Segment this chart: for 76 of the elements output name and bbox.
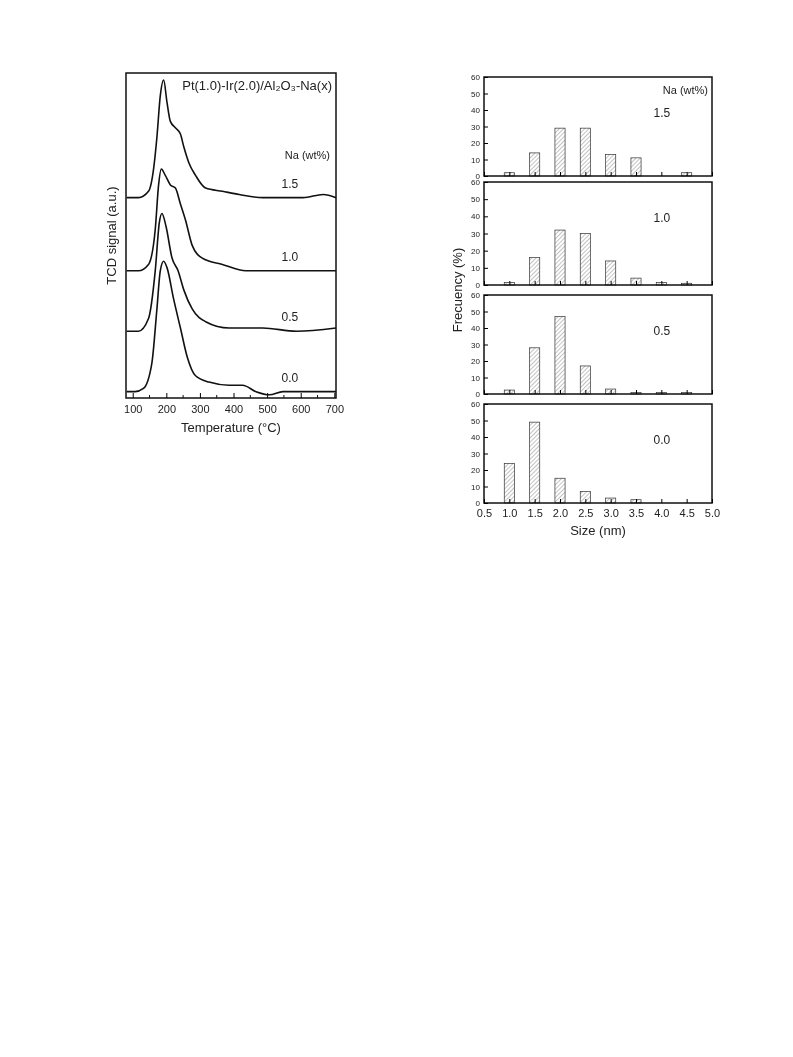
x-tick-label: 400 — [224, 402, 244, 415]
x-tick-label: 300 — [191, 402, 210, 415]
bar — [554, 229, 566, 286]
bar — [579, 127, 591, 177]
y-tick-label: 60 — [471, 291, 481, 301]
y-tick-label: 60 — [471, 73, 481, 83]
y-tick-label: 20 — [471, 246, 481, 256]
bar — [579, 233, 591, 286]
y-tick-label: 40 — [471, 324, 481, 334]
series-label: 1.0 — [281, 249, 299, 264]
x-tick-label: 500 — [258, 402, 277, 415]
x-tick-label: 0.5 — [476, 506, 493, 519]
x-tick-label: 2.0 — [552, 506, 569, 519]
y-tick-label: 30 — [471, 122, 481, 132]
y-tick-label: 40 — [471, 106, 481, 116]
y-axis-title: Frecuency (%) — [450, 247, 465, 333]
x-tick-label: 3.5 — [628, 506, 645, 519]
y-tick-label: 30 — [471, 340, 481, 350]
x-tick-label: 4.0 — [654, 506, 670, 519]
x-axis-title: Size (nm) — [570, 523, 626, 538]
series-label: 0.0 — [281, 370, 299, 385]
text: 0.0 — [653, 433, 671, 447]
y-tick-label: 10 — [471, 155, 481, 165]
bar — [503, 463, 515, 504]
bar — [554, 127, 566, 177]
x-tick-label: 5.0 — [704, 506, 721, 519]
y-tick-label: 50 — [471, 416, 481, 426]
bar — [529, 347, 541, 395]
y-tick-label: 50 — [471, 307, 481, 317]
bar — [605, 260, 617, 286]
series-label: 1.5 — [281, 176, 299, 191]
text: 1.0 — [653, 211, 671, 225]
x-tick-label: 600 — [292, 402, 311, 415]
text: 1.5 — [653, 106, 671, 120]
bar — [554, 316, 566, 395]
bar — [630, 157, 642, 177]
x-tick-label: 200 — [157, 402, 176, 415]
text: 0.5 — [653, 324, 671, 338]
y-tick-label: 20 — [471, 139, 481, 149]
x-axis-title: Temperature (°C) — [181, 420, 281, 435]
y-tick-label: 50 — [471, 89, 481, 99]
y-tick-label: 40 — [471, 433, 481, 443]
x-tick-label: 1.0 — [502, 506, 518, 519]
y-tick-label: 0 — [475, 390, 481, 400]
chart-title: Pt(1.0)-Ir(2.0)/Al₂O₃-Na(x) — [182, 78, 332, 93]
x-tick-label: 1.5 — [527, 506, 543, 519]
y-tick-label: 10 — [471, 263, 481, 273]
y-tick-label: 60 — [471, 178, 481, 188]
y-tick-label: 30 — [471, 229, 481, 239]
y-tick-label: 10 — [471, 482, 481, 492]
y-axis-title: TCD signal (a.u.) — [104, 186, 119, 285]
x-tick-label: 700 — [325, 402, 344, 415]
y-tick-label: 50 — [471, 195, 481, 205]
bar — [579, 365, 591, 395]
bar — [529, 152, 541, 177]
y-tick-label: 0 — [475, 499, 481, 509]
legend-title: Na (wt%) — [284, 149, 330, 161]
y-tick-label: 30 — [471, 449, 481, 459]
bar — [579, 491, 591, 504]
bar — [630, 277, 642, 286]
y-tick-label: 0 — [475, 281, 481, 291]
bar — [605, 154, 617, 177]
y-tick-label: 60 — [471, 400, 481, 410]
y-tick-label: 20 — [471, 466, 481, 476]
x-tick-label: 2.5 — [578, 506, 594, 519]
y-tick-label: 40 — [471, 212, 481, 222]
y-tick-label: 20 — [471, 357, 481, 367]
bar — [554, 477, 566, 504]
series-label: 0.5 — [281, 310, 299, 325]
bar — [529, 421, 541, 504]
y-tick-label: 10 — [471, 373, 481, 383]
x-tick-label: 100 — [124, 402, 143, 415]
x-tick-label: 4.5 — [679, 506, 695, 519]
bar — [529, 257, 541, 286]
x-tick-label: 3.0 — [603, 506, 619, 519]
annotation: Na (wt%) — [662, 84, 708, 96]
